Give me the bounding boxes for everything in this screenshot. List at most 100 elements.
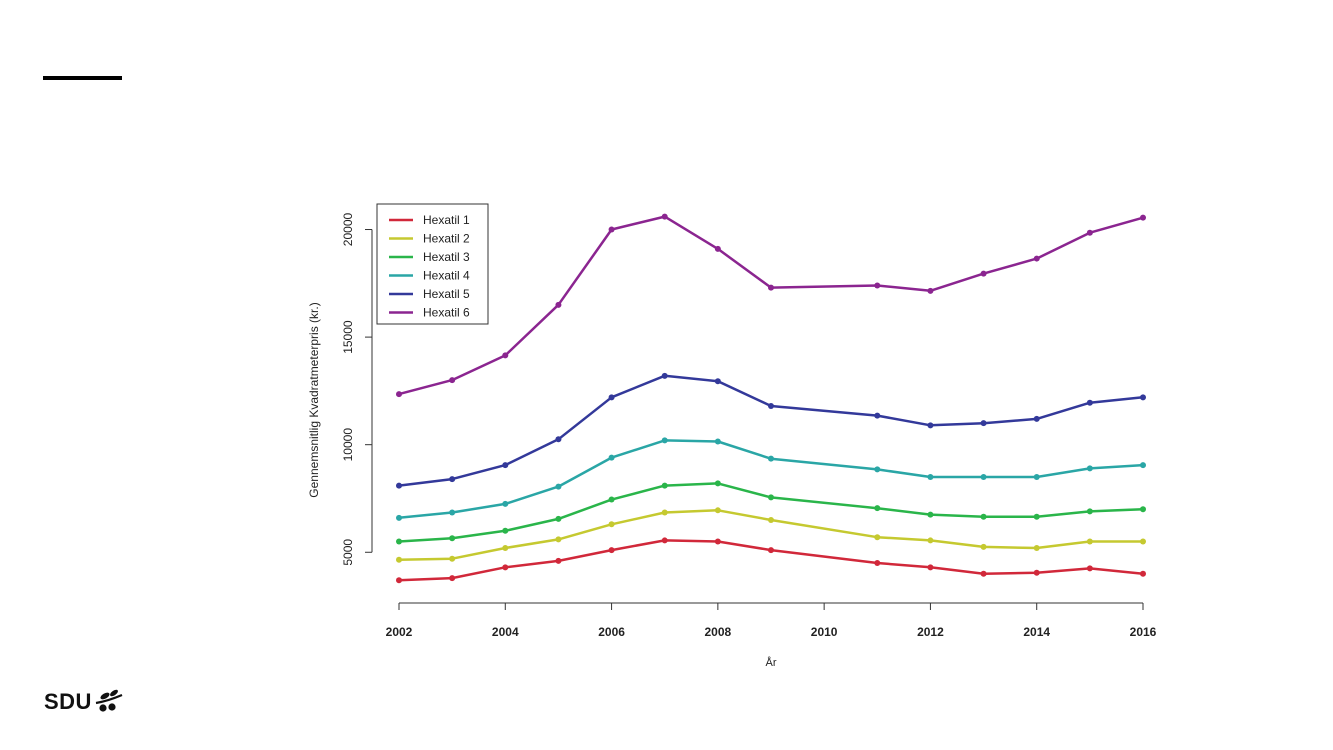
series-line [398, 439, 1144, 520]
x-tick-label: 2004 [492, 625, 519, 639]
chart-legend: Hexatil 1 Hexatil 2 Hexatil 3 Hexatil 4 Hexa… [376, 203, 489, 325]
data-point [768, 494, 774, 501]
data-point [714, 538, 721, 545]
legend-box [376, 203, 489, 325]
data-point [874, 534, 881, 541]
y-tick-label: 10000 [341, 428, 355, 462]
data-point [555, 536, 562, 543]
data-point [1086, 508, 1093, 515]
data-point [980, 513, 987, 520]
data-point [608, 226, 615, 233]
series-2 [396, 507, 1146, 563]
data-point [555, 515, 562, 522]
x-tick-label: 2016 [1130, 625, 1157, 639]
chart-axes: 2002 2004 2006 2008 2010 2012 2014 2016 5000 1000… [341, 213, 1157, 639]
x-tick-label: 2012 [917, 625, 944, 639]
data-point [1140, 214, 1146, 221]
legend-entry: Hexatil 2 [423, 232, 470, 246]
data-point [661, 437, 668, 444]
series-line [398, 482, 1144, 543]
data-point [396, 514, 402, 521]
data-point [980, 570, 987, 577]
series-5 [396, 372, 1146, 489]
data-point [714, 378, 721, 385]
data-point [714, 245, 721, 252]
x-tick-label: 2014 [1023, 625, 1050, 639]
data-point [1033, 544, 1040, 551]
data-point [768, 547, 774, 554]
data-point [555, 301, 562, 308]
data-point [768, 516, 774, 523]
data-point [502, 352, 509, 359]
data-point [1140, 570, 1146, 577]
data-point [449, 555, 456, 562]
data-point [874, 560, 881, 567]
data-point [1033, 513, 1040, 520]
data-point [1033, 473, 1040, 480]
data-point [1033, 569, 1040, 576]
data-point [927, 473, 934, 480]
data-point [449, 476, 456, 483]
series-3 [396, 480, 1146, 545]
chart-series [396, 213, 1146, 584]
data-point [1086, 565, 1093, 572]
data-point [927, 564, 934, 571]
series-1 [396, 537, 1146, 584]
data-point [980, 270, 987, 277]
data-point [502, 462, 509, 469]
series-line [398, 374, 1144, 487]
y-tick-label: 5000 [341, 539, 355, 566]
data-point [396, 577, 402, 584]
data-point [1086, 538, 1093, 545]
data-point [661, 372, 668, 379]
data-point [396, 538, 402, 545]
data-point [1086, 229, 1093, 236]
x-tick-label: 2008 [705, 625, 732, 639]
data-point [1140, 538, 1146, 545]
data-point [1033, 255, 1040, 262]
y-axis-label: Gennemsnitlig Kvadratmeterpris (kr.) [307, 302, 321, 497]
data-point [608, 547, 615, 554]
sdu-logo: SDU [44, 688, 124, 716]
data-point [768, 402, 774, 409]
legend-entry: Hexatil 5 [423, 287, 470, 301]
data-point [396, 482, 402, 489]
data-point [1140, 462, 1146, 469]
data-point [396, 556, 402, 563]
data-point [608, 496, 615, 503]
data-point [927, 537, 934, 544]
olive-branch-icon [95, 689, 123, 712]
data-point [661, 213, 668, 220]
data-point [927, 287, 934, 294]
data-point [555, 436, 562, 443]
data-point [608, 454, 615, 461]
y-tick-label: 20000 [341, 213, 355, 247]
data-point [661, 482, 668, 489]
data-point [1140, 506, 1146, 513]
series-4 [396, 437, 1146, 521]
data-point [768, 284, 774, 291]
data-point [714, 438, 721, 445]
x-axis-label: År [766, 656, 777, 669]
data-point [714, 480, 721, 487]
data-point [1140, 394, 1146, 401]
data-point [502, 500, 509, 507]
data-point [874, 505, 881, 512]
data-point [449, 535, 456, 542]
legend-entry: Hexatil 4 [423, 269, 470, 283]
series-line [398, 215, 1144, 396]
series-line [398, 509, 1143, 562]
data-point [502, 544, 509, 551]
x-tick-label: 2006 [598, 625, 625, 639]
data-point [980, 473, 987, 480]
data-point [980, 420, 987, 427]
data-point [714, 507, 721, 514]
data-point [502, 527, 509, 534]
data-point [396, 391, 402, 398]
data-point [555, 557, 562, 564]
data-point [1086, 465, 1093, 472]
x-tick-label: 2010 [811, 625, 838, 639]
legend-entry: Hexatil 6 [423, 306, 470, 320]
data-point [661, 537, 668, 544]
